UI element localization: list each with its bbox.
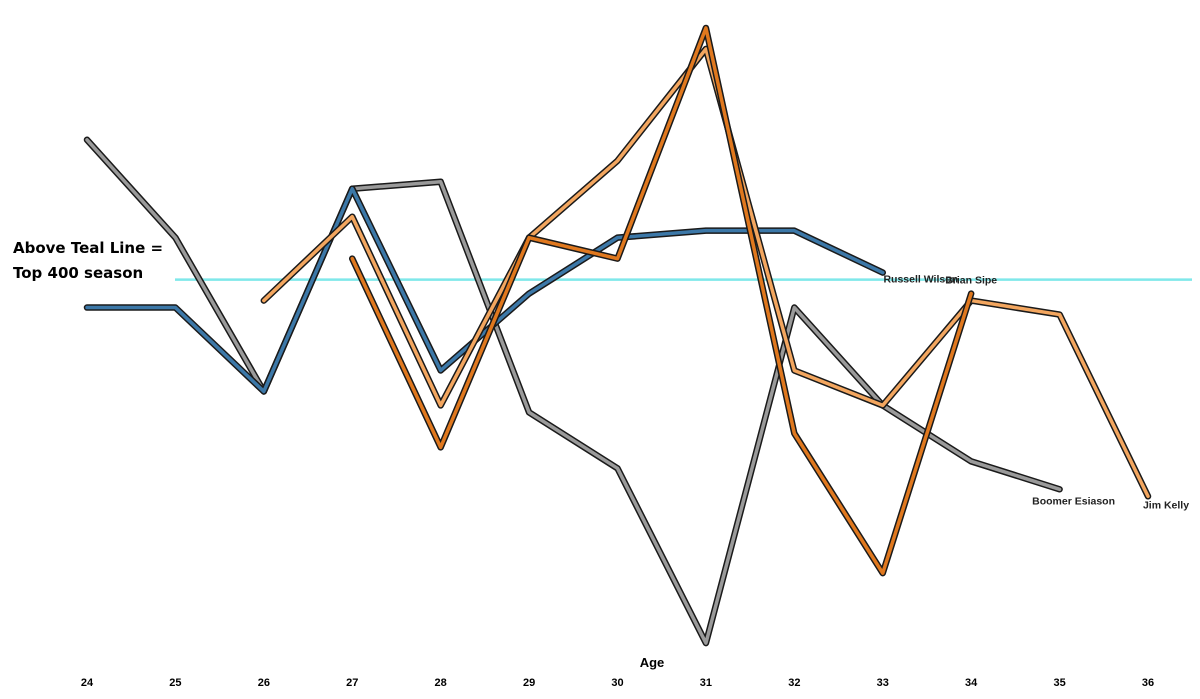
series-label-brian-sipe: Brian Sipe [945, 275, 997, 287]
x-tick-label: 24 [81, 677, 94, 689]
x-axis-label: Age [640, 655, 665, 670]
series-outline-boomer-esiason [83, 136, 1063, 647]
x-tick-label: 25 [169, 677, 181, 689]
annotation-line-2: Top 400 season [13, 264, 144, 282]
series-label-russell-wilson: Russell Wilson [883, 274, 958, 286]
top-400-annotation: Above Teal Line = Top 400 season [13, 236, 163, 286]
series-label-boomer-esiason: Boomer Esiason [1032, 495, 1115, 507]
x-tick-label: 30 [611, 677, 623, 689]
x-tick-label: 28 [435, 677, 447, 689]
series-label-jim-kelly: Jim Kelly [1143, 499, 1189, 511]
series-line-boomer-esiason [85, 138, 1062, 645]
x-tick-label: 26 [258, 677, 270, 689]
series-layer [83, 24, 1152, 647]
series-line-brian-sipe [350, 26, 973, 575]
x-tick-label: 27 [346, 677, 358, 689]
x-tick-label: 33 [877, 677, 889, 689]
x-tick-label: 32 [788, 677, 800, 689]
annotation-line-1: Above Teal Line = [13, 239, 164, 257]
series-line-jim-kelly [262, 47, 1150, 499]
x-tick-label: 34 [965, 677, 978, 689]
x-axis-ticks: 24 25 26 27 28 29 30 31 32 33 34 35 36 [81, 677, 1154, 689]
x-tick-label: 31 [700, 677, 712, 689]
x-tick-label: 36 [1142, 677, 1154, 689]
x-tick-label: 35 [1053, 677, 1065, 689]
x-tick-label: 29 [523, 677, 535, 689]
label-layer: Boomer Esiason Russell Wilson Jim Kelly Bri… [883, 274, 1189, 512]
